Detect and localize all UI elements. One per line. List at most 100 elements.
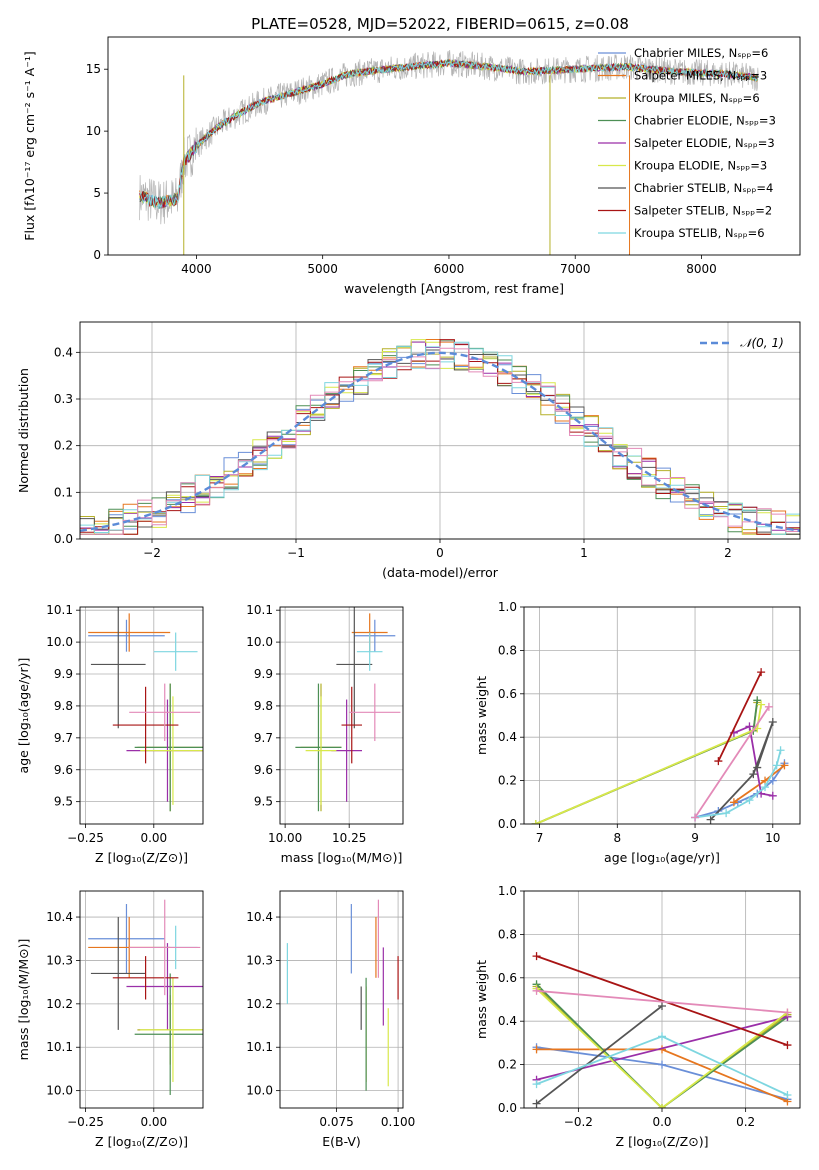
age-vs-mass-ytick-label: 10.1 bbox=[246, 603, 273, 617]
weight-vs-Z-series-line bbox=[535, 987, 789, 1108]
weight-vs-Z-point-marker bbox=[658, 1002, 666, 1011]
weight-vs-Z-point-marker bbox=[783, 1090, 792, 1099]
age-vs-Z-plot-area bbox=[88, 607, 203, 812]
mass-vs-ebv-ytick-label: 10.3 bbox=[246, 953, 273, 967]
weight-vs-Z-xtick-label: 0.2 bbox=[736, 1115, 755, 1129]
spectrum-ytick-label: 10 bbox=[86, 124, 101, 138]
weight-vs-Z-xlabel: Z [log₁₀(Z/Z⊙)] bbox=[616, 1134, 709, 1149]
mass-vs-Z-frame bbox=[79, 890, 204, 1109]
weight-vs-Z-ytick-label: 0.8 bbox=[498, 927, 517, 941]
age-vs-Z-xlabel: Z [log₁₀(Z/Z⊙)] bbox=[95, 850, 188, 865]
weight-vs-age-point-marker bbox=[745, 796, 754, 805]
spectrum-panel: 4000 5000 6000 7000 8000 0 5 10 15 wavelength [An… bbox=[22, 36, 801, 296]
weight-vs-age-point-marker bbox=[722, 809, 731, 818]
spectrum-legend-label: Kroupa MILES, Nₛₚₚ=6 bbox=[634, 91, 760, 105]
mass-vs-ebv-ytick-label: 10.0 bbox=[246, 1084, 273, 1098]
spectrum-legend-label: Salpeter STELIB, Nₛₚₚ=2 bbox=[634, 204, 772, 218]
residuals-legend-label: 𝒩(0, 1) bbox=[740, 336, 784, 350]
spectrum-xtick-label: 6000 bbox=[434, 262, 465, 276]
spectrum-legend-label: Salpeter MILES, Nₛₚₚ=3 bbox=[634, 69, 767, 83]
mass-vs-Z-panel: −0.25 0.00 10.0 10.1 10.2 10.3 10.4 Z [log₁₀(Z/… bbox=[16, 890, 204, 1149]
weight-vs-age-xtick-label: 10 bbox=[765, 831, 780, 845]
weight-vs-age-point-marker bbox=[768, 718, 777, 727]
spectrum-series-7 bbox=[139, 59, 759, 208]
weight-vs-age-point-marker bbox=[753, 696, 762, 705]
weight-vs-Z-series-line bbox=[536, 1016, 788, 1081]
spectrum-xtick-label: 5000 bbox=[307, 262, 338, 276]
residuals-ytick-label: 0.1 bbox=[54, 485, 73, 499]
weight-vs-age-point-marker bbox=[729, 798, 738, 807]
residuals-ylabel: Normed distribution bbox=[16, 368, 31, 493]
residuals-ytick-label: 0.2 bbox=[54, 439, 73, 453]
mass-vs-Z-xtick-label: −0.25 bbox=[67, 1115, 104, 1129]
weight-vs-age-point-marker bbox=[764, 702, 773, 711]
age-vs-Z-ytick-label: 9.9 bbox=[54, 667, 73, 681]
weight-vs-age-point-marker bbox=[761, 783, 770, 792]
mass-vs-ebv-xtick-label: 0.075 bbox=[319, 1115, 353, 1129]
weight-vs-age-point-marker bbox=[772, 761, 781, 770]
weight-vs-Z-point-marker bbox=[783, 1008, 792, 1017]
spectrum-ytick-label: 0 bbox=[93, 248, 101, 262]
spectrum-series-10 bbox=[139, 49, 759, 225]
weight-vs-Z-panel: −0.2 0.0 0.2 0.0 0.2 0.4 0.6 0.8 1.0 Z [log₁₀(Z/Z… bbox=[474, 884, 801, 1149]
weight-vs-age-series-line bbox=[717, 671, 762, 762]
weight-vs-age-plot-area bbox=[531, 668, 789, 824]
weight-vs-age-point-marker bbox=[745, 722, 754, 731]
age-vs-Z-ytick-label: 9.6 bbox=[54, 763, 73, 777]
spectrum-ytick-label: 15 bbox=[86, 62, 101, 76]
weight-vs-age-ylabel: mass weight bbox=[474, 676, 489, 755]
spectrum-xtick-label: 8000 bbox=[686, 262, 717, 276]
residuals-plot-area bbox=[80, 339, 800, 535]
age-vs-mass-ytick-label: 10.0 bbox=[246, 635, 273, 649]
age-vs-Z-ytick-label: 10.1 bbox=[46, 603, 73, 617]
residuals-xtick-label: 1 bbox=[580, 546, 588, 560]
weight-vs-Z-ytick-label: 0.6 bbox=[498, 971, 517, 985]
weight-vs-age-point-marker bbox=[749, 770, 758, 779]
weight-vs-Z-series-line bbox=[536, 955, 788, 1046]
weight-vs-Z-point-marker bbox=[658, 1032, 666, 1041]
spectrum-xtick-label: 7000 bbox=[560, 262, 591, 276]
weight-vs-Z-ytick-label: 0.4 bbox=[498, 1014, 517, 1028]
normal-curve bbox=[80, 351, 800, 532]
figure-title: PLATE=0528, MJD=52022, FIBERID=0615, z=0… bbox=[251, 15, 629, 33]
spectrum-ylabel: Flux [fλ10⁻¹⁷ erg cm⁻² s⁻¹ A⁻¹] bbox=[22, 51, 37, 240]
weight-vs-Z-ytick-label: 0.2 bbox=[498, 1058, 517, 1072]
weight-vs-age-ytick-label: 1.0 bbox=[498, 600, 517, 614]
weight-vs-Z-point-marker bbox=[532, 1045, 541, 1054]
weight-vs-age-point-marker bbox=[768, 791, 777, 800]
age-vs-mass-xlabel: mass [log₁₀(M/M⊙)] bbox=[281, 850, 403, 865]
age-vs-mass-ytick-label: 9.7 bbox=[254, 731, 273, 745]
weight-vs-Z-plot-area bbox=[532, 952, 792, 1108]
weight-vs-age-point-marker bbox=[753, 763, 762, 772]
mass-vs-Z-ytick-label: 10.3 bbox=[46, 953, 73, 967]
weight-vs-Z-ytick-label: 0.0 bbox=[498, 1101, 517, 1115]
mass-vs-Z-xlabel: Z [log₁₀(Z/Z⊙)] bbox=[95, 1134, 188, 1149]
residuals-panel: −2 −1 0 1 2 0.0 0.1 0.2 0.3 0.4 (data-model)/error… bbox=[16, 321, 801, 580]
weight-vs-age-series-line bbox=[733, 725, 773, 797]
age-vs-mass-frame bbox=[279, 606, 404, 825]
residuals-ytick-label: 0.0 bbox=[54, 532, 73, 546]
age-vs-Z-ytick-label: 9.7 bbox=[54, 731, 73, 745]
age-vs-Z-frame bbox=[79, 606, 204, 825]
weight-vs-age-point-marker bbox=[691, 813, 700, 822]
residual-histogram-9 bbox=[80, 347, 800, 535]
weight-vs-age-ytick-label: 0.0 bbox=[498, 817, 517, 831]
weight-vs-age-xtick-label: 9 bbox=[691, 831, 699, 845]
weight-vs-Z-series-line bbox=[535, 1005, 663, 1105]
weight-vs-Z-frame bbox=[523, 890, 801, 1109]
spectrum-legend-label: Kroupa STELIB, Nₛₚₚ=6 bbox=[634, 226, 765, 240]
residuals-xtick-label: 2 bbox=[724, 546, 732, 560]
residuals-xlabel: (data-model)/error bbox=[382, 565, 499, 580]
age-vs-mass-xtick-label: 10.00 bbox=[268, 831, 302, 845]
spectrum-legend-label: Kroupa ELODIE, Nₛₚₚ=3 bbox=[634, 159, 767, 173]
age-vs-mass-xtick-label: 10.25 bbox=[332, 831, 366, 845]
weight-vs-age-series-line bbox=[709, 721, 774, 821]
weight-vs-age-point-marker bbox=[757, 700, 766, 709]
weight-vs-age-ytick-label: 0.8 bbox=[498, 643, 517, 657]
age-vs-mass-ytick-label: 9.6 bbox=[254, 763, 273, 777]
mass-vs-Z-plot-area bbox=[88, 899, 203, 1095]
residuals-frame bbox=[79, 321, 801, 540]
age-vs-mass-plot-area bbox=[295, 607, 401, 812]
weight-vs-age-ytick-label: 0.2 bbox=[498, 774, 517, 788]
